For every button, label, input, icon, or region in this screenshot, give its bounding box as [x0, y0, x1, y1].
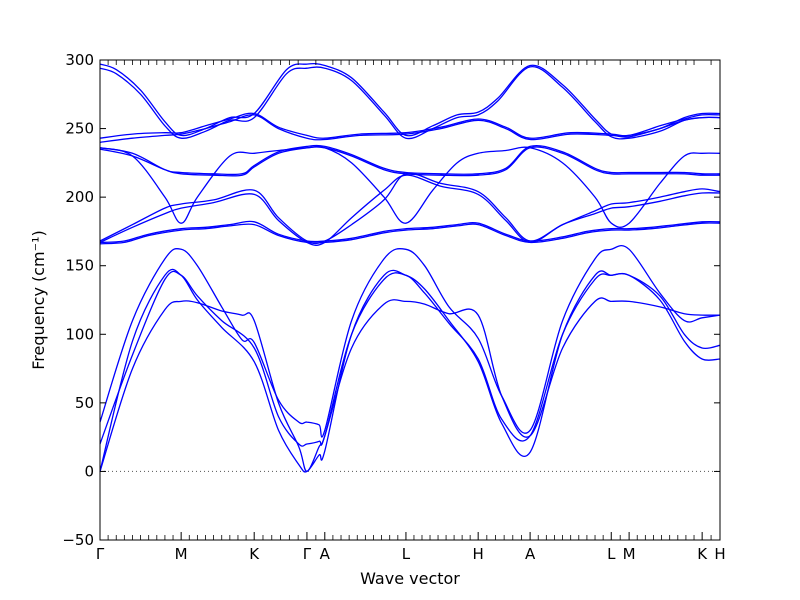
band-line-1: [99, 268, 721, 473]
band-line-3: [99, 297, 721, 473]
y-tick-label: 100: [65, 325, 94, 343]
y-tick-label: −50: [62, 531, 94, 549]
band-line-11: [99, 144, 721, 176]
band-line-2: [99, 270, 721, 447]
y-tick-label: 200: [65, 188, 94, 206]
y-tick-label: 50: [75, 394, 94, 412]
band-line-6: [99, 220, 721, 244]
axes-layer: [99, 59, 721, 541]
y-tick-label: 300: [65, 51, 94, 69]
x-tick-label: H: [473, 545, 484, 563]
y-axis-label: Frequency (cm⁻¹): [29, 230, 48, 369]
band-line-8: [99, 174, 721, 246]
band-line-5: [99, 222, 721, 245]
x-tick-label: A: [525, 545, 536, 563]
band-line-4: [99, 244, 721, 438]
band-line-12: [99, 114, 721, 143]
x-axis-label: Wave vector: [360, 569, 460, 588]
band-line-15: [99, 62, 721, 137]
band-line-10: [99, 146, 721, 177]
y-tick-label: 150: [65, 257, 94, 275]
x-tick-label: M: [623, 545, 636, 563]
band-line-13: [99, 112, 721, 139]
x-tick-label: K: [249, 545, 260, 563]
band-line-14: [99, 66, 721, 140]
plot-frame: [99, 59, 721, 541]
y-tick-label: 0: [84, 462, 94, 480]
x-tick-label: Γ: [303, 545, 312, 563]
series-layer: [99, 62, 721, 473]
x-tick-label: Γ: [96, 545, 105, 563]
x-tick-label: L: [607, 545, 616, 563]
x-tick-label: A: [320, 545, 331, 563]
y-tick-label: 250: [65, 120, 94, 138]
x-tick-label: H: [714, 545, 725, 563]
band-line-7: [99, 172, 721, 245]
x-tick-label: M: [175, 545, 188, 563]
band-line-9: [99, 145, 721, 228]
x-tick-label: K: [697, 545, 708, 563]
x-tick-label: L: [402, 545, 411, 563]
y-ticks: −50 0 50 100 150 200 250 300: [62, 51, 720, 549]
